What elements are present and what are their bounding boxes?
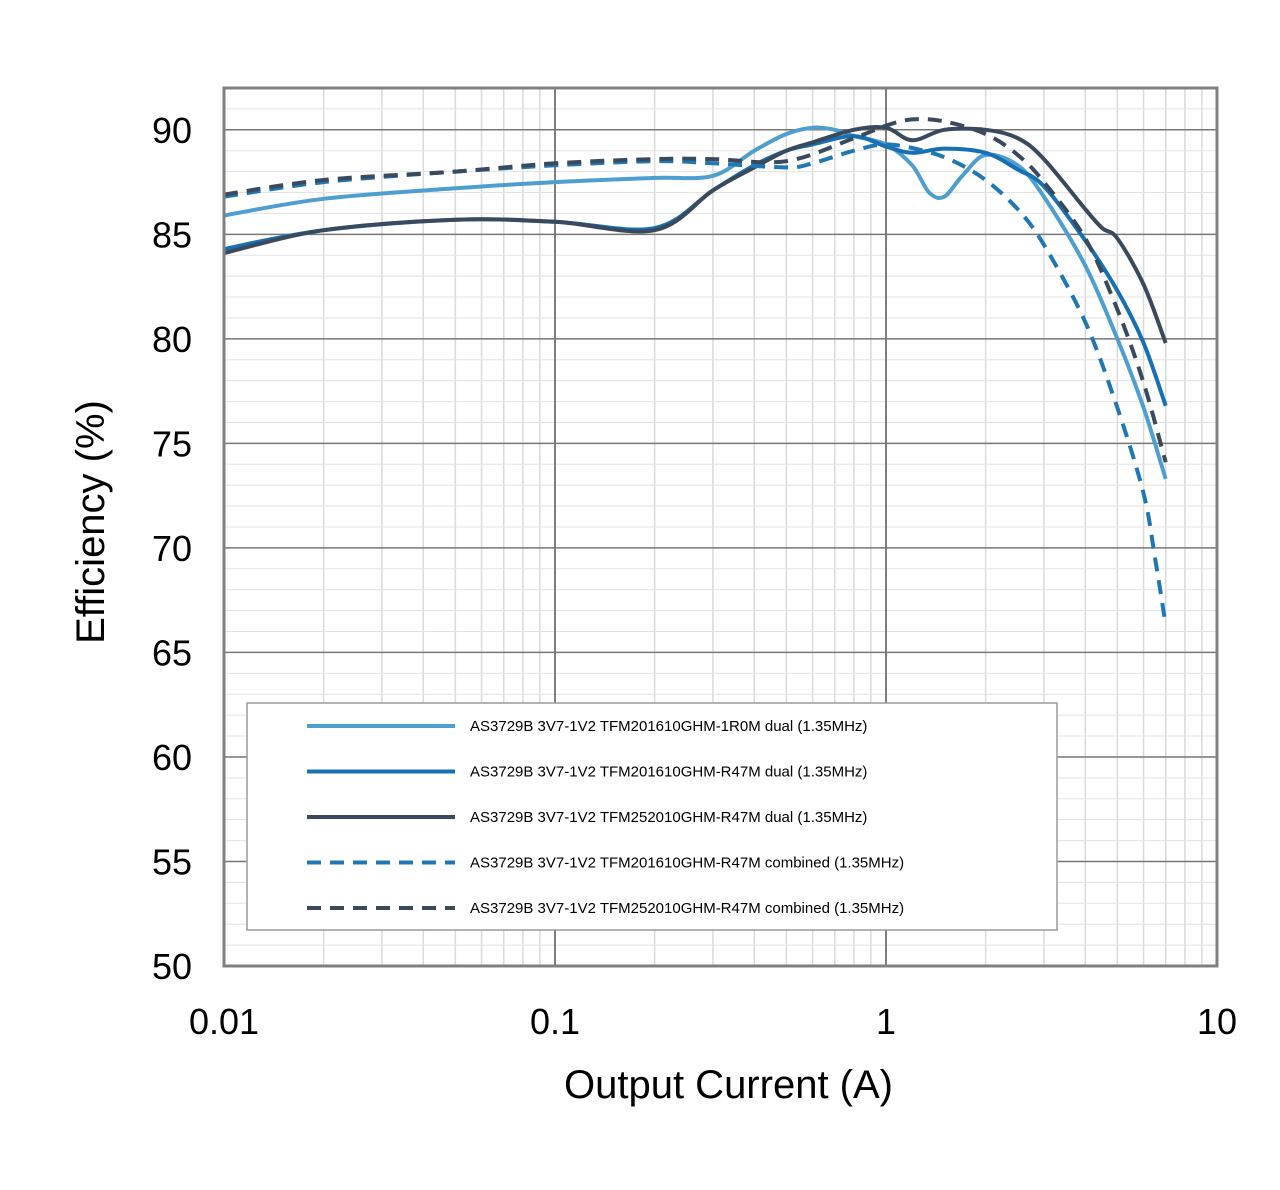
legend-label: AS3729B 3V7-1V2 TFM252010GHM-R47M dual (…: [470, 809, 867, 826]
y-tick-label: 50: [152, 946, 192, 987]
legend-entry: AS3729B 3V7-1V2 TFM201610GHM-R47M dual (…: [307, 764, 867, 781]
legend-entry: AS3729B 3V7-1V2 TFM201610GHM-R47M combin…: [307, 855, 904, 872]
legend: AS3729B 3V7-1V2 TFM201610GHM-1R0M dual (…: [246, 702, 1058, 931]
y-tick-label: 90: [152, 110, 192, 151]
series-line-3: [223, 124, 1168, 344]
x-tick-label: 0.01: [189, 1001, 259, 1042]
legend-label: AS3729B 3V7-1V2 TFM201610GHM-R47M dual (…: [470, 764, 867, 781]
legend-entry: AS3729B 3V7-1V2 TFM201610GHM-1R0M dual (…: [307, 718, 867, 735]
x-tick-label: 1: [876, 1001, 896, 1042]
y-tick-label: 75: [152, 423, 192, 464]
series-line-5: [223, 117, 1168, 463]
y-tick-label: 60: [152, 737, 192, 778]
y-tick-label: 65: [152, 632, 192, 673]
y-tick-label: 80: [152, 319, 192, 360]
x-axis-title: Output Current (A): [564, 1063, 893, 1107]
plot-frame: [222, 86, 1219, 968]
legend-label: AS3729B 3V7-1V2 TFM252010GHM-R47M combin…: [470, 900, 904, 917]
y-axis-title: Efficiency (%): [69, 400, 113, 644]
x-tick-label: 10: [1197, 1001, 1237, 1042]
series-line-4: [223, 142, 1168, 626]
x-tick-labels: 0.01 0.1 1 10: [189, 1001, 1237, 1042]
legend-entry: AS3729B 3V7-1V2 TFM252010GHM-R47M dual (…: [307, 809, 867, 826]
legend-label: AS3729B 3V7-1V2 TFM201610GHM-R47M combin…: [470, 855, 904, 872]
legend-entry: AS3729B 3V7-1V2 TFM252010GHM-R47M combin…: [307, 900, 904, 917]
series-layer: [223, 117, 1168, 626]
x-tick-label: 0.1: [530, 1001, 580, 1042]
y-tick-label: 85: [152, 214, 192, 255]
legend-label: AS3729B 3V7-1V2 TFM201610GHM-1R0M dual (…: [470, 718, 867, 735]
y-tick-label: 55: [152, 841, 192, 882]
y-tick-labels: 50 55 60 65 70 75 80 85 90: [152, 110, 192, 987]
legend-entries: AS3729B 3V7-1V2 TFM201610GHM-1R0M dual (…: [307, 718, 904, 917]
y-tick-label: 70: [152, 528, 192, 569]
